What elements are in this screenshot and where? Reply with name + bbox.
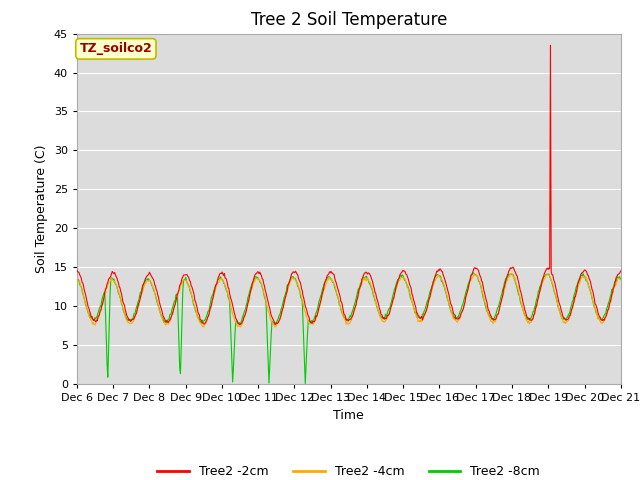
Legend: Tree2 -2cm, Tree2 -4cm, Tree2 -8cm: Tree2 -2cm, Tree2 -4cm, Tree2 -8cm [152, 460, 545, 480]
X-axis label: Time: Time [333, 408, 364, 421]
Y-axis label: Soil Temperature (C): Soil Temperature (C) [35, 144, 48, 273]
Title: Tree 2 Soil Temperature: Tree 2 Soil Temperature [251, 11, 447, 29]
Text: TZ_soilco2: TZ_soilco2 [79, 42, 152, 55]
